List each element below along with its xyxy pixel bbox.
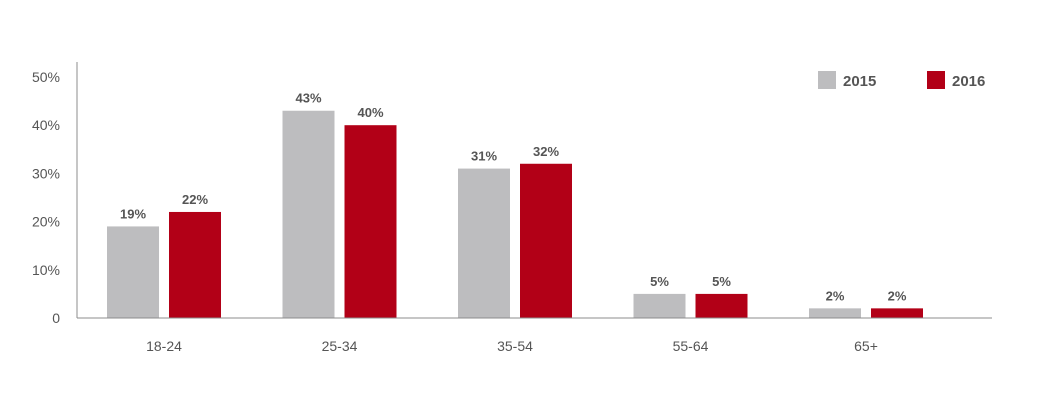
x-tick-label: 65+ bbox=[854, 338, 878, 354]
y-tick-label: 0 bbox=[52, 310, 60, 326]
x-axis-labels: 18-24 25-34 35-54 55-64 65+ bbox=[146, 338, 878, 354]
data-label: 32% bbox=[533, 144, 559, 159]
data-labels: 19% 22% 43% 40% 31% 32% 5% 5% 2% 2% bbox=[120, 91, 907, 304]
x-tick-label: 55-64 bbox=[673, 338, 709, 354]
data-label: 2% bbox=[888, 288, 907, 303]
bar-2015-25-34 bbox=[282, 110, 335, 319]
legend-swatch bbox=[927, 71, 945, 89]
bars bbox=[107, 110, 923, 319]
bar-2015-35-54 bbox=[458, 168, 510, 318]
y-tick-label: 40% bbox=[32, 117, 60, 133]
y-tick-label: 30% bbox=[32, 165, 60, 181]
y-tick-label: 50% bbox=[32, 69, 60, 85]
data-label: 2% bbox=[826, 288, 845, 303]
bar-2016-25-34 bbox=[344, 125, 397, 318]
bar-2016-55-64 bbox=[695, 293, 748, 318]
legend: 2015 2016 bbox=[818, 71, 985, 90]
data-label: 5% bbox=[712, 274, 731, 289]
x-tick-label: 18-24 bbox=[146, 338, 182, 354]
data-label: 43% bbox=[295, 91, 321, 106]
data-label: 19% bbox=[120, 206, 146, 221]
x-tick-label: 35-54 bbox=[497, 338, 533, 354]
y-tick-label: 20% bbox=[32, 214, 60, 230]
x-tick-label: 25-34 bbox=[322, 338, 358, 354]
bar-2015-65+ bbox=[809, 308, 861, 318]
data-label: 22% bbox=[182, 192, 208, 207]
y-tick-label: 10% bbox=[32, 262, 60, 278]
bar-2016-18-24 bbox=[169, 211, 221, 318]
legend-label: 2016 bbox=[952, 73, 985, 90]
legend-label: 2015 bbox=[843, 73, 876, 90]
data-label: 5% bbox=[650, 274, 669, 289]
bar-2016-35-54 bbox=[520, 163, 572, 318]
legend-swatch bbox=[818, 71, 836, 89]
data-label: 40% bbox=[357, 105, 383, 120]
y-axis-ticks: 0 10% 20% 30% 40% 50% bbox=[32, 69, 60, 326]
data-label: 31% bbox=[471, 149, 497, 164]
bar-2015-18-24 bbox=[107, 226, 159, 318]
bar-2016-65+ bbox=[871, 308, 923, 318]
bar-2015-55-64 bbox=[633, 293, 686, 318]
